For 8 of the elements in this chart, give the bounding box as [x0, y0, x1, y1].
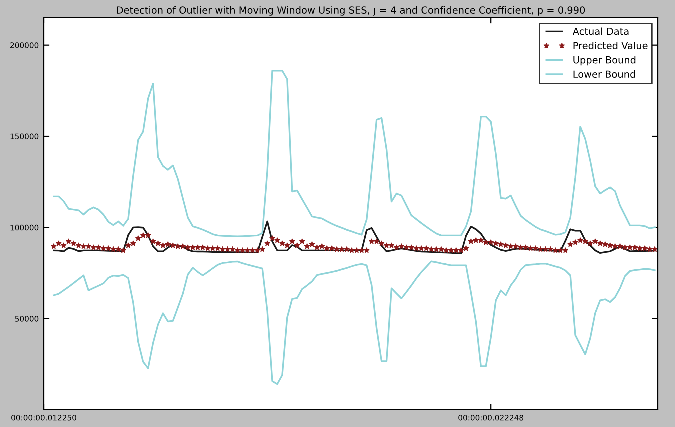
legend-label: Predicted Value [574, 42, 648, 50]
line-series [53, 260, 656, 386]
legend-label: Actual Data [572, 28, 629, 36]
legend-label: Upper Bound [574, 56, 636, 66]
chart-title: Detection of Outlier with Moving Window Using SES, ȷ = 4 and Confidence Coefficient, p = 0.990 [117, 6, 586, 16]
line-series [53, 220, 656, 254]
legend-label: Lower Bound [574, 70, 636, 78]
line-series [53, 70, 656, 238]
